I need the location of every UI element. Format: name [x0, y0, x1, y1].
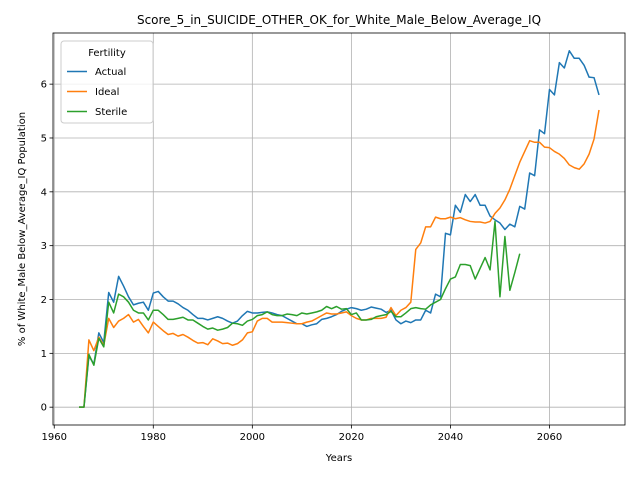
legend-title: Fertility — [88, 48, 126, 59]
legend-label: Actual — [95, 67, 126, 78]
series-line — [79, 220, 521, 408]
y-axis-label: % of White_Male Below_Average_IQ Populat… — [17, 112, 28, 346]
x-tick-label: 1980 — [141, 432, 166, 443]
x-tick-label: 1960 — [42, 432, 67, 443]
x-tick-label: 2060 — [537, 432, 562, 443]
y-tick-label: 2 — [41, 295, 47, 306]
y-tick-label: 1 — [41, 349, 47, 360]
x-axis-label: Years — [325, 453, 352, 464]
legend: Fertility Actual Ideal Sterile — [60, 40, 154, 124]
legend-label: Sterile — [95, 107, 127, 118]
y-tick-label: 4 — [41, 187, 47, 198]
legend-label: Ideal — [95, 87, 119, 98]
y-tick-label: 3 — [41, 241, 47, 252]
x-tick-label: 2000 — [240, 432, 265, 443]
y-tick-label: 5 — [41, 133, 47, 144]
x-tick-label: 2020 — [339, 432, 364, 443]
legend-box — [60, 40, 154, 124]
chart-title: Score_5_in_SUICIDE_OTHER_OK_for_White_Ma… — [137, 13, 541, 27]
series-line — [79, 109, 600, 408]
x-tick-label: 2040 — [438, 432, 463, 443]
plot-frame — [52, 32, 626, 426]
y-tick-label: 0 — [41, 403, 47, 414]
y-tick-label: 6 — [41, 80, 47, 91]
